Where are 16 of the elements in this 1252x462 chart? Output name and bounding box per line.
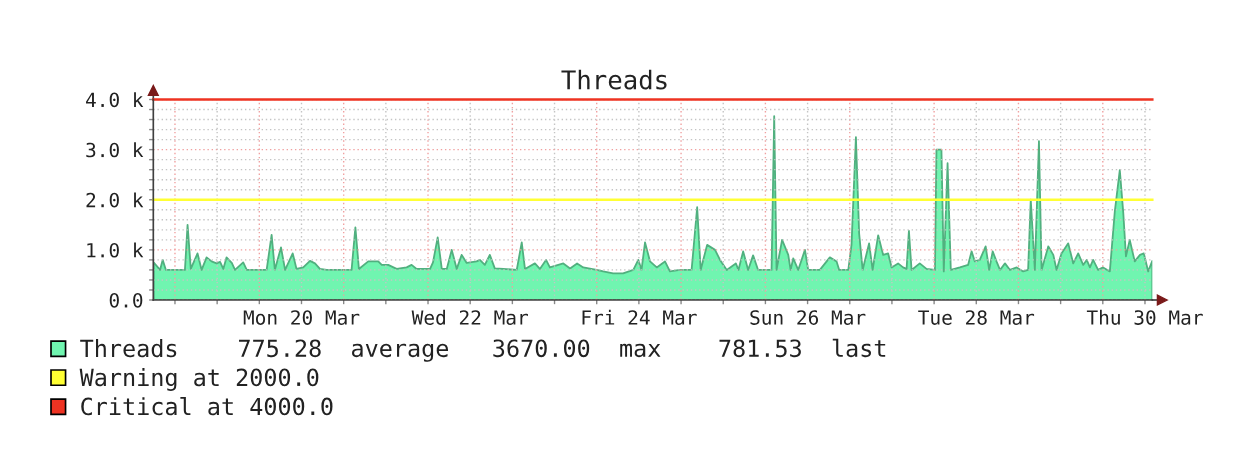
text: 775.28 average 3670.00 max 781.53 last (239, 338, 886, 362)
x-tick-label: Sun 26 Mar (750, 310, 866, 325)
x-tick-label: Thu 30 Mar (1086, 309, 1203, 325)
legend-label: Critical at 4000.0 (81, 397, 333, 416)
chart-title: Threads (561, 69, 667, 90)
x-tick-label: Wed 22 Mar (411, 309, 528, 325)
y-tick-label: 3.0 k (86, 142, 144, 158)
y-tick-label: 2.0 k (86, 192, 144, 208)
x-tick-label: Tue 28 Mar (918, 310, 1035, 325)
y-tick-label: 1.0 k (87, 242, 144, 258)
legend-label: Threads (80, 339, 177, 358)
legend-label: Warning at 2000.0 (79, 368, 319, 391)
y-tick-label: 0.0 (109, 293, 143, 308)
y-tick-label: 4.0 k (86, 92, 144, 108)
x-tick-label: Mon 20 Mar (243, 310, 360, 325)
x-tick-label: Fri 24 Mar (582, 309, 697, 325)
